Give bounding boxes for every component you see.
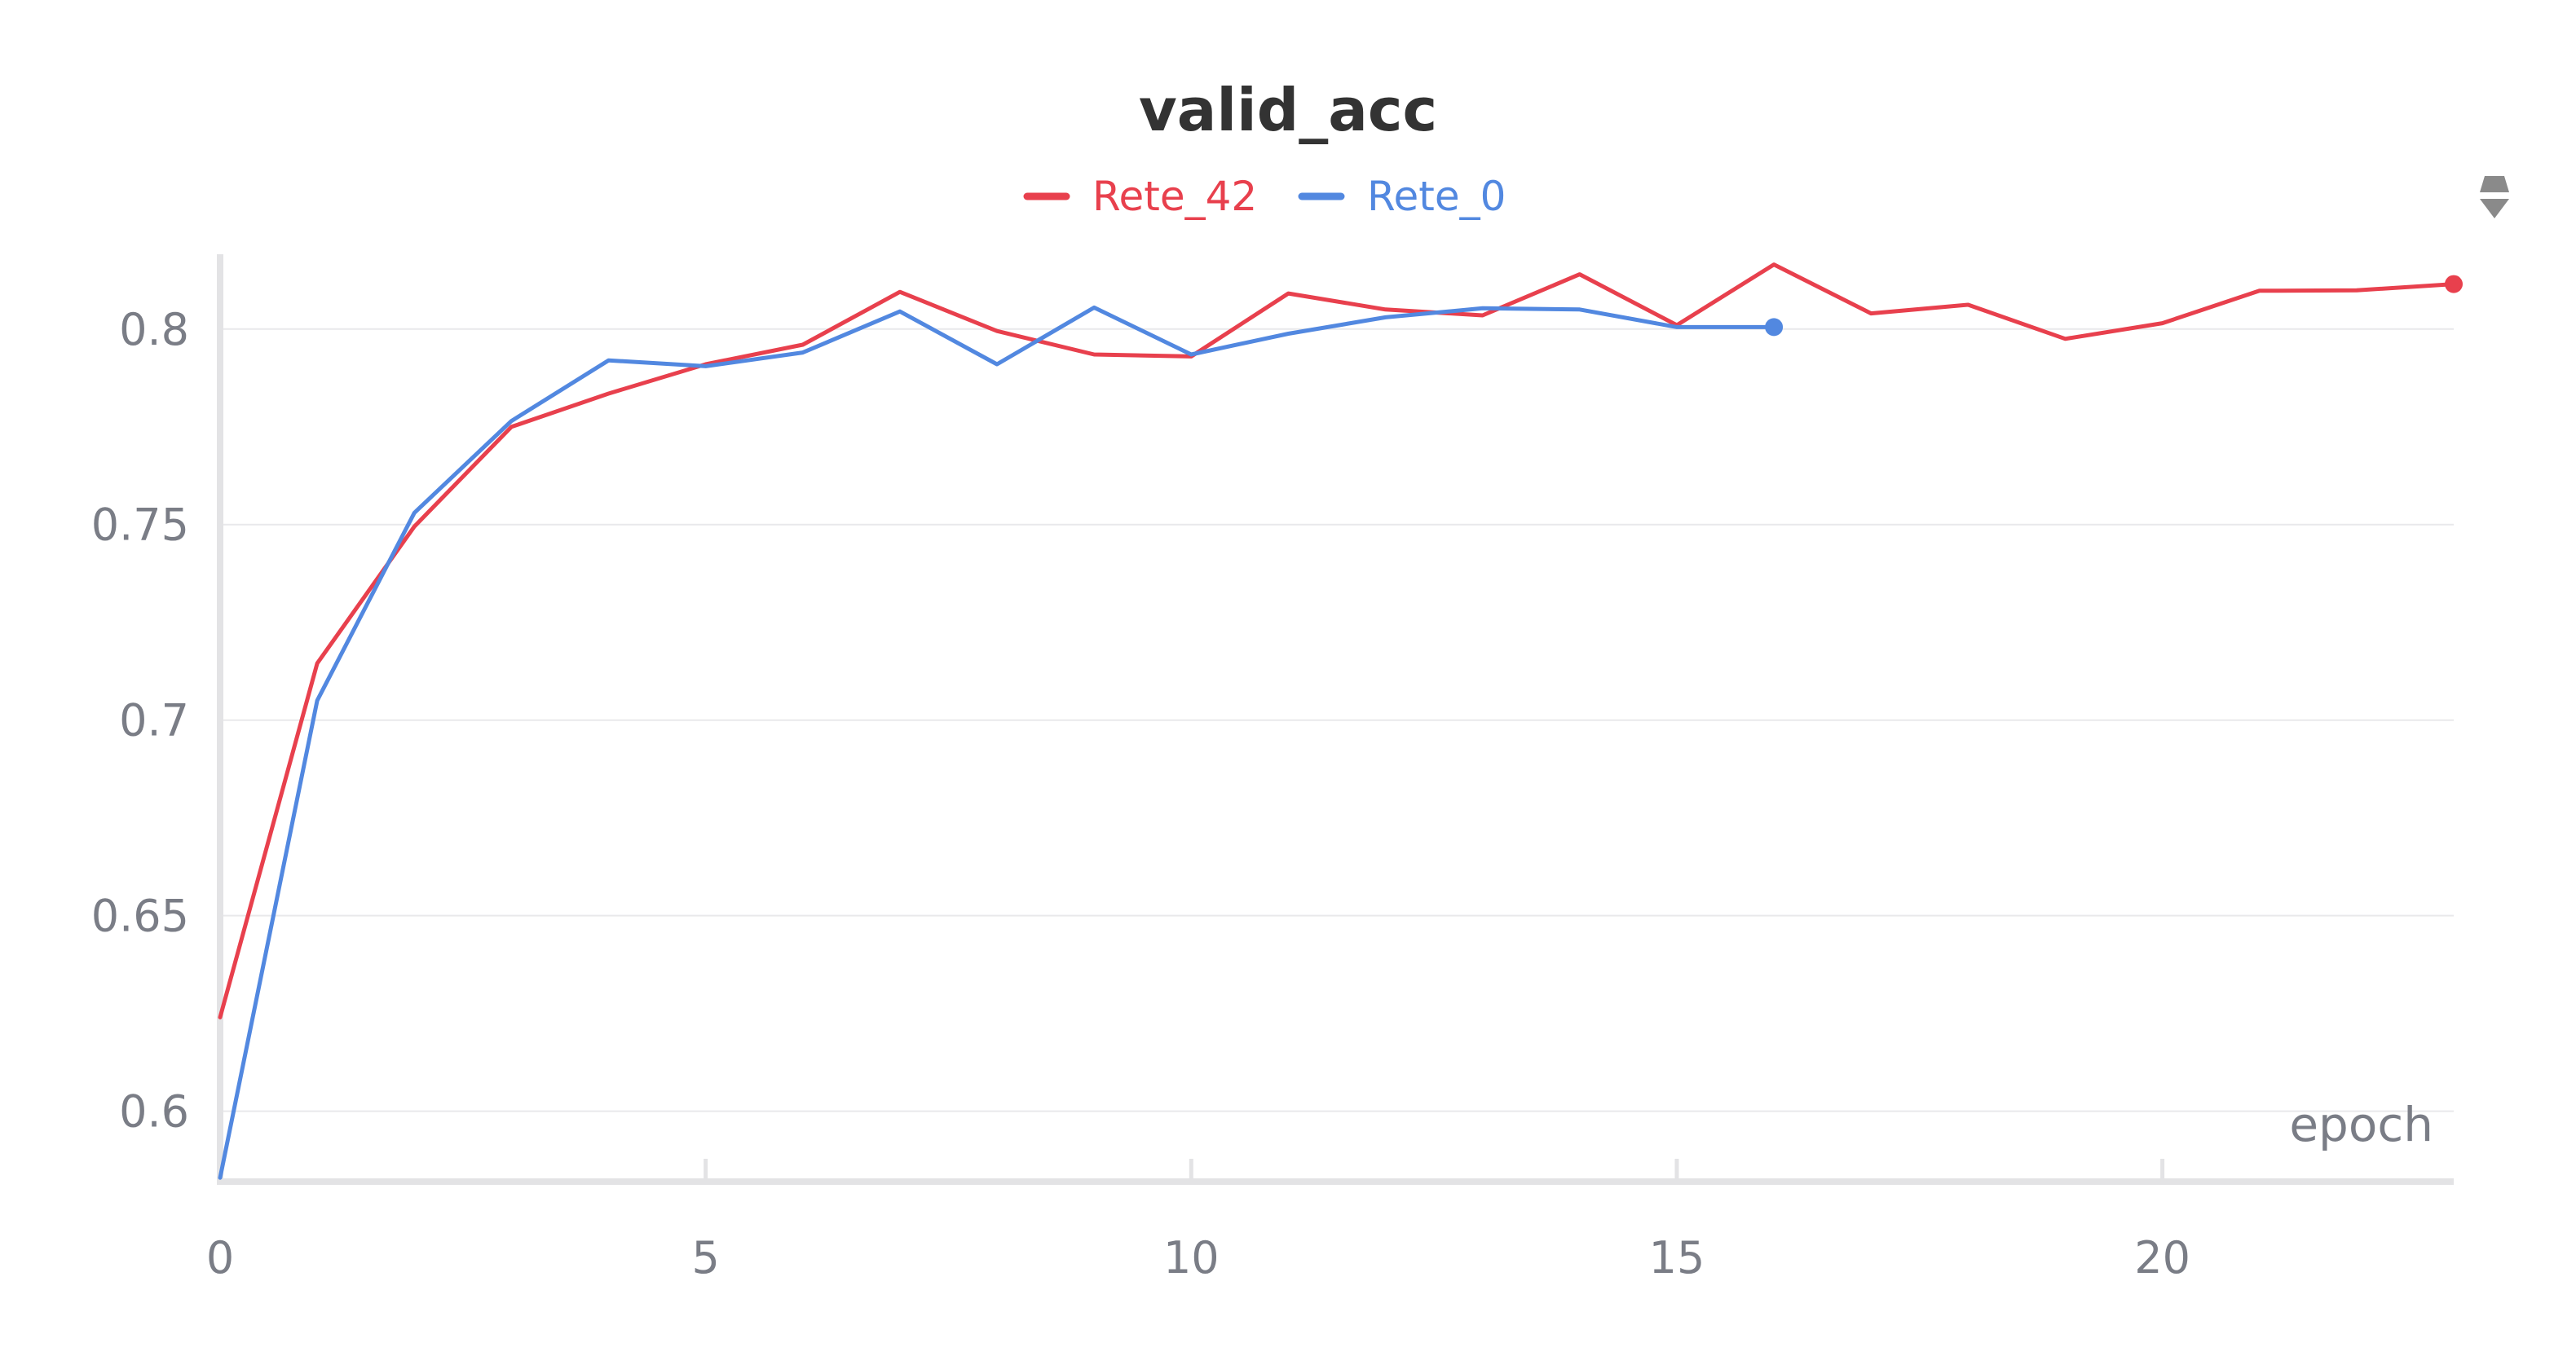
legend-item-rete-42[interactable]: Rete_42 bbox=[1023, 173, 1257, 220]
series-line-rete-42[interactable] bbox=[218, 262, 2456, 1019]
grid-lines bbox=[220, 328, 2454, 1112]
legend-item-rete-0[interactable]: Rete_0 bbox=[1298, 173, 1506, 220]
x-tick-label: 20 bbox=[2134, 1232, 2190, 1283]
x-tick-label: 15 bbox=[1649, 1232, 1705, 1283]
y-tick-label: 0.7 bbox=[119, 695, 189, 746]
x-tick-label: 5 bbox=[691, 1232, 719, 1283]
y-tick-label: 0.8 bbox=[119, 304, 189, 355]
legend-label: Rete_42 bbox=[1092, 173, 1257, 220]
series-line-rete-0[interactable] bbox=[218, 305, 1776, 1180]
legend-label: Rete_0 bbox=[1367, 173, 1506, 220]
y-tick-labels: 0.6 0.65 0.7 0.75 0.8 bbox=[91, 304, 189, 1138]
y-tick-label: 0.6 bbox=[119, 1086, 189, 1138]
legend: Rete_42 Rete_0 bbox=[1023, 173, 1506, 220]
axes bbox=[217, 254, 2454, 1185]
y-tick-label: 0.65 bbox=[91, 891, 189, 942]
x-tick-label: 0 bbox=[206, 1232, 234, 1283]
x-tick-label: 10 bbox=[1163, 1232, 1220, 1283]
series-end-marker-rete-42[interactable] bbox=[2445, 275, 2463, 293]
sort-icon[interactable] bbox=[2477, 171, 2512, 220]
x-axis-label: epoch bbox=[2289, 1097, 2433, 1152]
series-end-marker-rete-0[interactable] bbox=[1765, 318, 1784, 337]
x-tick-labels: 0 5 10 15 20 bbox=[206, 1232, 2190, 1283]
series-lines bbox=[218, 262, 2463, 1180]
chart-title: valid_acc bbox=[1139, 76, 1437, 144]
y-tick-label: 0.75 bbox=[91, 500, 189, 551]
